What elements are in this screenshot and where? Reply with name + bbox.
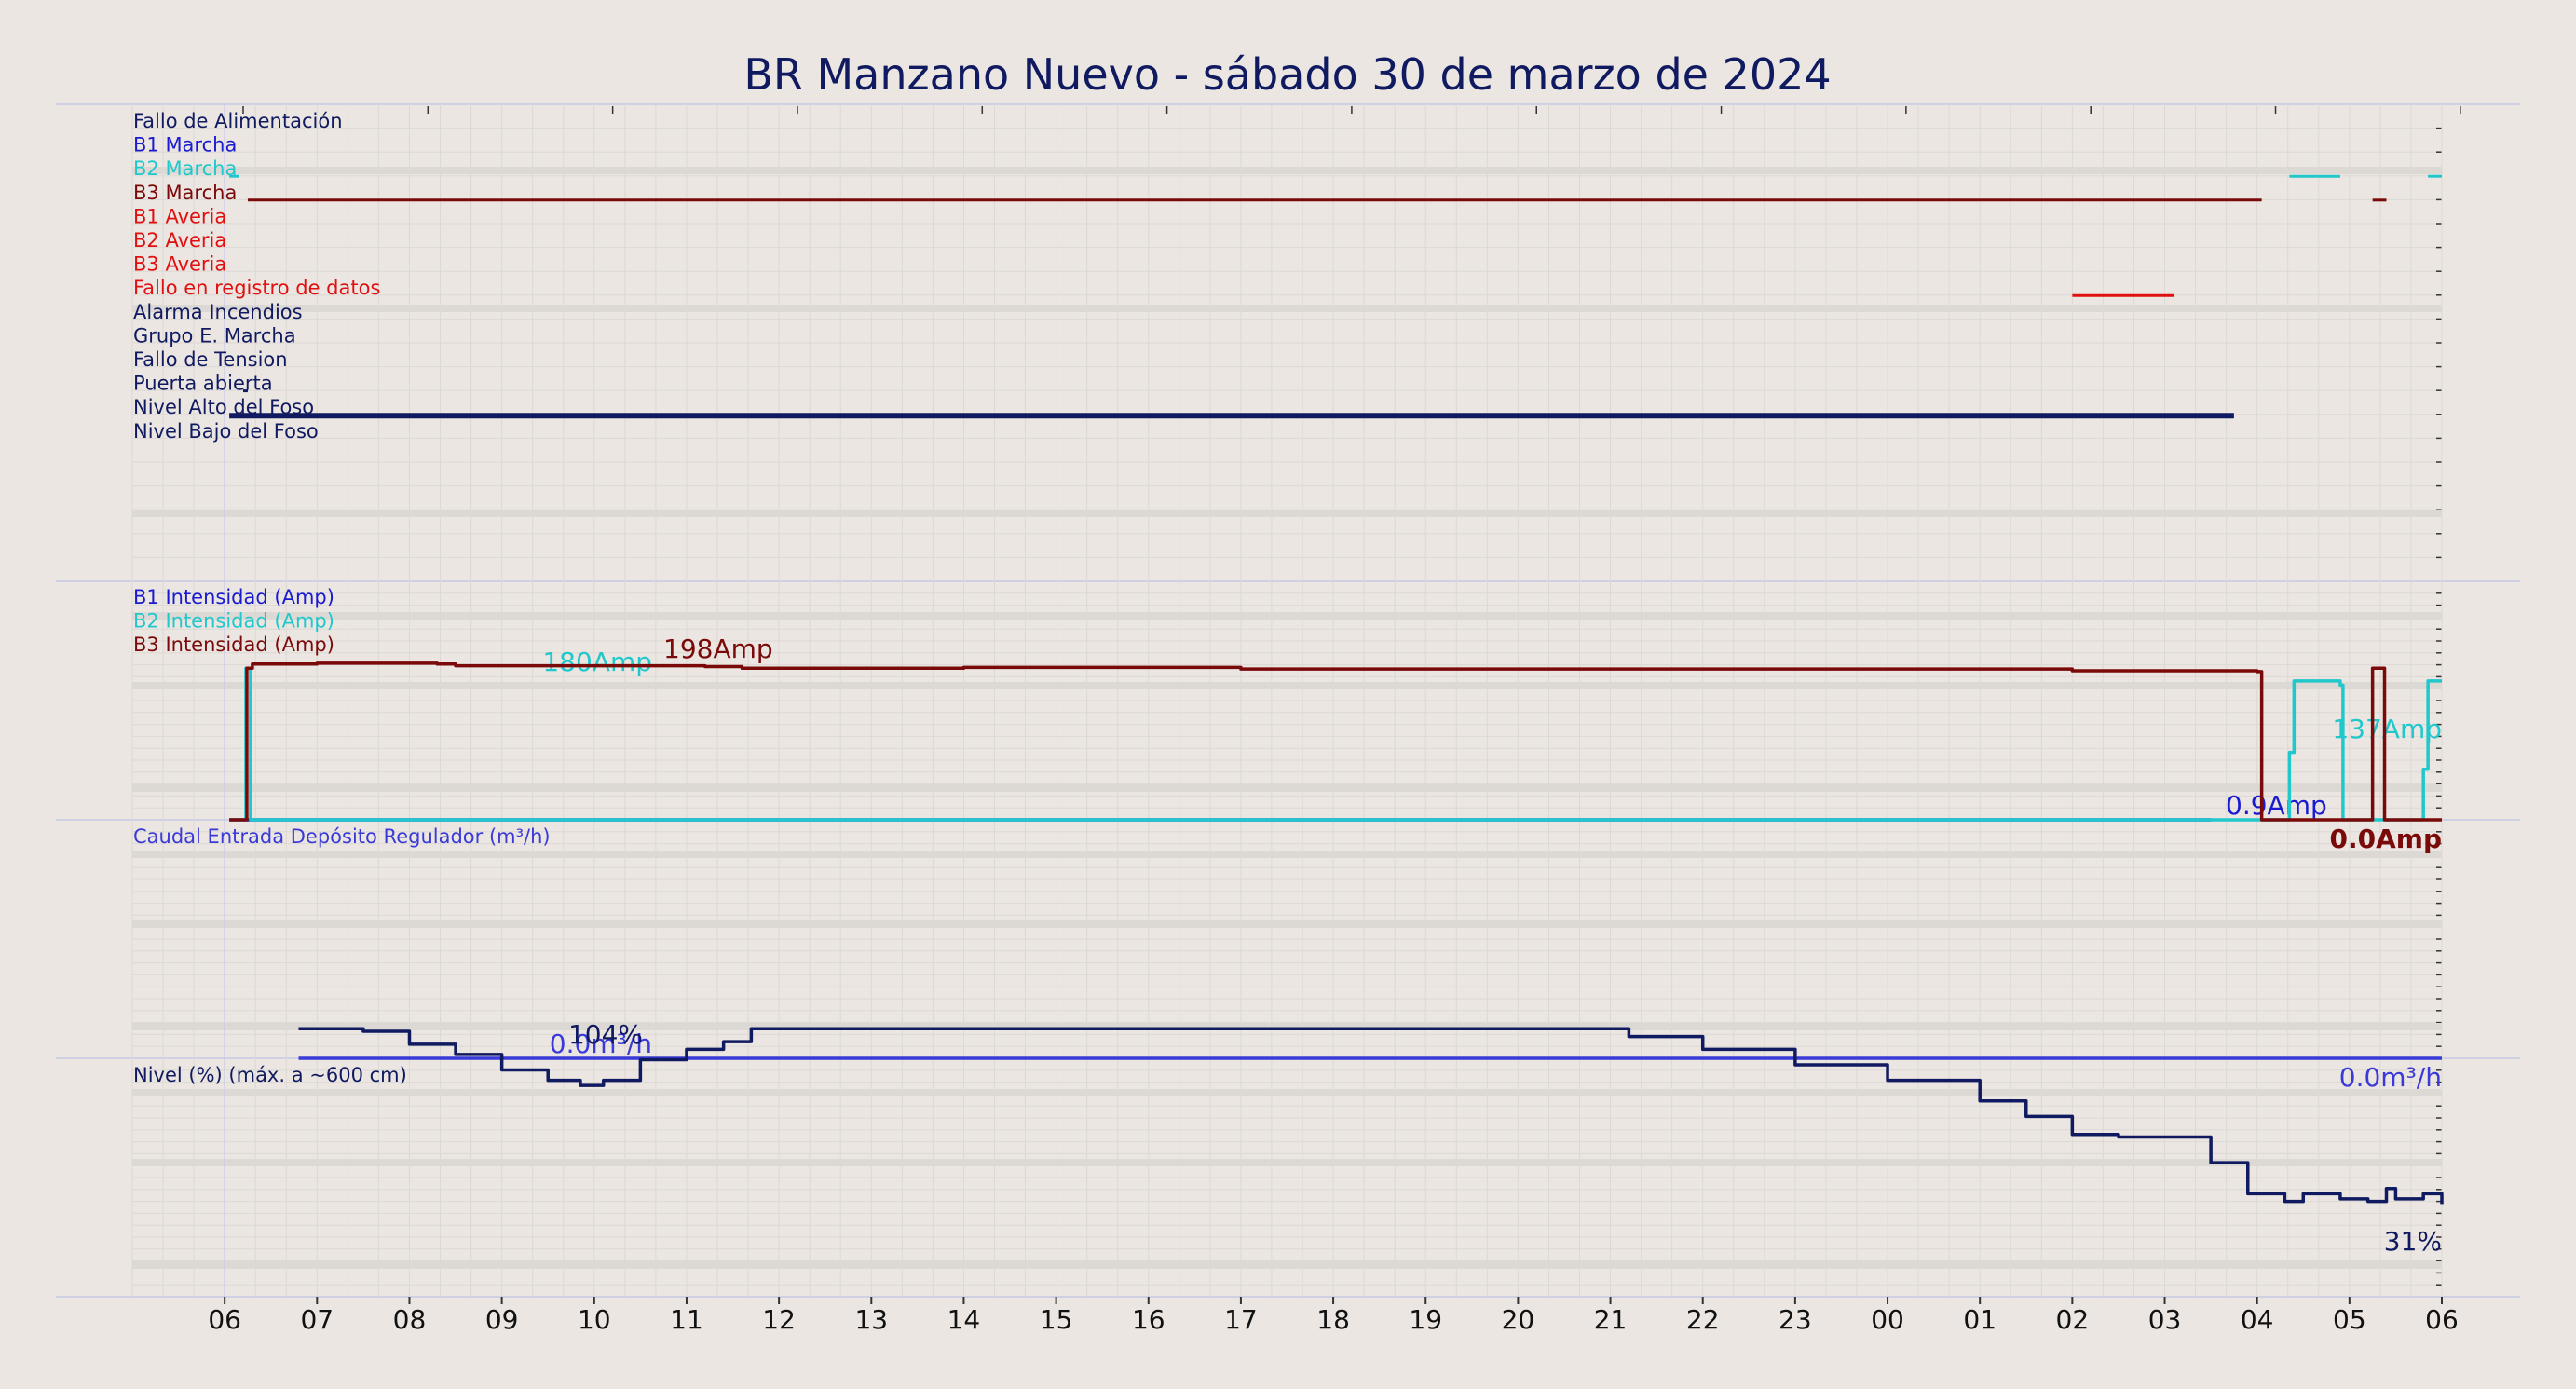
start-label-b3-intensidad-amp: 198Amp (663, 633, 773, 664)
x-tick-label: 01 (1963, 1304, 1997, 1335)
x-tick-label: 06 (2425, 1304, 2459, 1335)
status-legend-fallo-de-tension: Fallo de Tension (133, 348, 288, 371)
x-tick-label: 21 (1594, 1304, 1628, 1335)
x-tick-label: 04 (2241, 1304, 2274, 1335)
grid-band (132, 612, 2442, 620)
start-label-b2-intensidad-amp: 180Amp (542, 647, 652, 677)
grid-band (132, 784, 2442, 792)
legend-b3-intensidad-amp: B3 Intensidad (Amp) (133, 633, 334, 656)
grid-band (132, 682, 2442, 689)
end-label-level: 31% (2384, 1226, 2442, 1257)
x-tick-label: 23 (1779, 1304, 1812, 1335)
x-tick-label: 14 (947, 1304, 981, 1335)
x-tick-label: 02 (2056, 1304, 2090, 1335)
x-tick-label: 15 (1040, 1304, 1073, 1335)
x-tick-label: 22 (1686, 1304, 1720, 1335)
grid (56, 103, 2520, 1298)
x-axis-ticks: 06 07 08 09 10 11 12 13 14 15 16 17 18 19 20 21 22 23 00 01… (208, 106, 2461, 1335)
legend-caudal-entrada-deposito-regulador-m-h: Caudal Entrada Depósito Regulador (m³/h) (133, 825, 551, 848)
grid-band (132, 1159, 2442, 1166)
x-tick-label: 19 (1409, 1304, 1442, 1335)
legend-b2-intensidad-amp: B2 Intensidad (Amp) (133, 610, 334, 633)
status-legend-b3-marcha: B3 Marcha (133, 182, 237, 204)
x-tick-label: 11 (670, 1304, 703, 1335)
grid-band (132, 510, 2442, 517)
series-line-b2-intensidad-amp (229, 666, 2442, 822)
grid-band (132, 851, 2442, 858)
status-legend-b2-marcha: B2 Marcha (133, 157, 237, 180)
end-label-b1-intensidad-amp: 0.9Amp (2226, 790, 2327, 821)
grid-band (132, 920, 2442, 928)
grid-band (132, 1023, 2442, 1030)
x-tick-label: 05 (2333, 1304, 2366, 1335)
start-label-flow: 0.0m³/h (550, 1028, 652, 1059)
end-label-b2-intensidad-amp: 137Amp (2332, 714, 2442, 744)
status-legend-b1-marcha: B1 Marcha (133, 134, 237, 157)
legend-nivel-max-a-600-cm: Nivel (%) (máx. a ~600 cm) (133, 1064, 407, 1086)
status-legend-grupo-e-marcha: Grupo E. Marcha (133, 324, 296, 347)
x-tick-label: 16 (1132, 1304, 1165, 1335)
grid-band (132, 305, 2442, 312)
x-tick-label: 12 (762, 1304, 796, 1335)
grid-band (132, 1261, 2442, 1269)
status-legend-b2-averia: B2 Averia (133, 229, 226, 252)
status-legend-b1-averia: B1 Averia (133, 205, 226, 227)
end-label-flow: 0.0m³/h (2339, 1062, 2442, 1093)
x-tick-label: 06 (208, 1304, 241, 1335)
x-tick-label: 03 (2148, 1304, 2182, 1335)
x-tick-label: 08 (393, 1304, 427, 1335)
grid-band (132, 1089, 2442, 1096)
status-legend-fallo-en-registro-de-datos: Fallo en registro de datos (133, 277, 380, 299)
status-legend-nivel-bajo-del-foso: Nivel Bajo del Foso (133, 420, 319, 443)
status-legend-alarma-incendios: Alarma Incendios (133, 301, 303, 323)
status-legend-b3-averia: B3 Averia (133, 253, 226, 276)
x-tick-label: 20 (1502, 1304, 1535, 1335)
x-tick-label: 10 (578, 1304, 611, 1335)
chart-title: BR Manzano Nuevo - sábado 30 de marzo de… (743, 49, 1831, 100)
grid-band (132, 167, 2442, 174)
series-line-nivel-max-a-600-cm (298, 1027, 2444, 1205)
x-tick-label: 13 (854, 1304, 888, 1335)
x-tick-label: 17 (1224, 1304, 1258, 1335)
x-tick-label: 07 (300, 1304, 334, 1335)
x-tick-label: 00 (1871, 1304, 1904, 1335)
x-tick-label: 18 (1316, 1304, 1350, 1335)
legend-b1-intensidad-amp: B1 Intensidad (Amp) (133, 586, 334, 608)
x-tick-label: 09 (485, 1304, 519, 1335)
end-label-b3-intensidad-amp: 0.0Amp (2330, 824, 2443, 854)
start-label-level: 104% (568, 1019, 643, 1050)
status-legend-fallo-de-alimentacion: Fallo de Alimentación (133, 110, 343, 132)
series-line-b3-intensidad-amp (229, 661, 2442, 822)
status-legend-puerta-abierta: Puerta abierta (133, 373, 273, 395)
